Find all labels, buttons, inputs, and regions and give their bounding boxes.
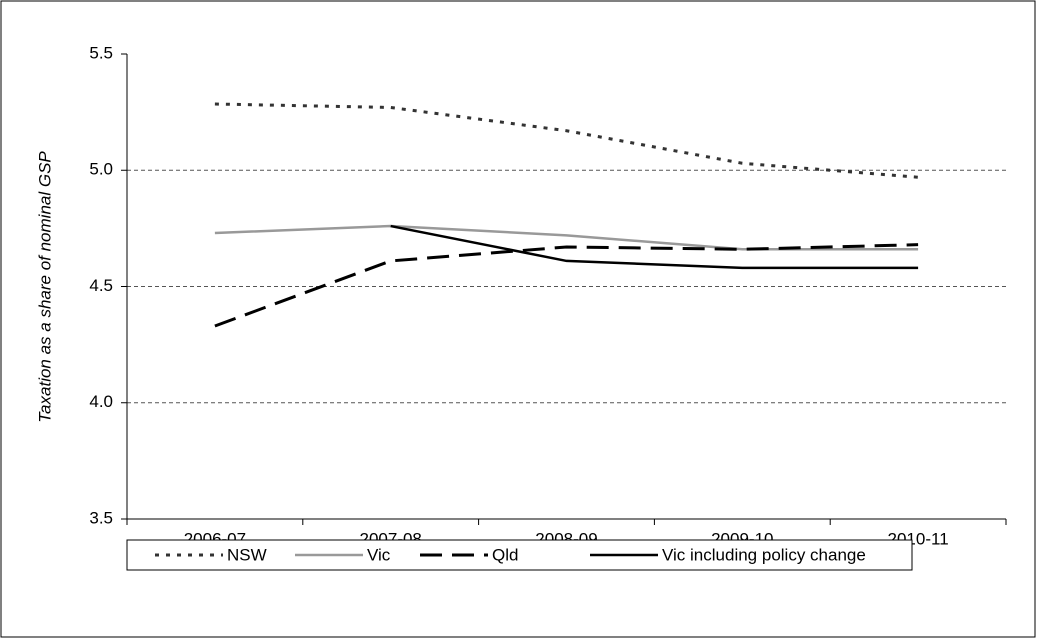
- legend-label: Vic: [367, 545, 391, 564]
- y-tick-label: 3.5: [89, 508, 113, 527]
- series-line: [214, 243, 919, 328]
- y-tick-label: 4.0: [89, 392, 113, 411]
- legend-label: Vic including policy change: [662, 545, 866, 564]
- series-line: [214, 224, 919, 251]
- y-tick-label: 5.0: [89, 160, 113, 179]
- legend-box: [126, 539, 913, 571]
- legend-label: Qld: [492, 545, 518, 564]
- y-axis-label: Taxation as a share of nominal GSP: [35, 151, 54, 423]
- legend-label: NSW: [227, 545, 267, 564]
- y-tick-label: 4.5: [89, 276, 113, 295]
- y-tick-label: 5.5: [89, 43, 113, 62]
- series-line: [214, 102, 919, 179]
- series-line: [390, 224, 919, 270]
